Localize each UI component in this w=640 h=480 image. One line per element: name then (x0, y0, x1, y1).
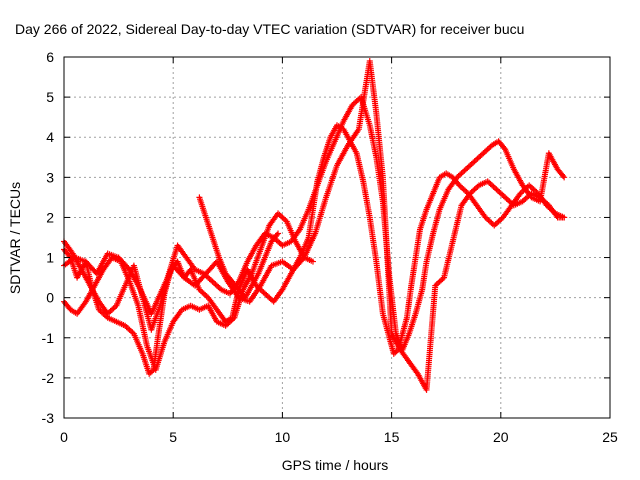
ticks-layer: 0 5 10 15 20 25 -3 -2 -1 0 1 2 3 4 5 6 (42, 49, 618, 445)
x-tick-label: 10 (275, 429, 291, 445)
y-tick-label: -3 (42, 410, 55, 426)
series-0 (61, 122, 568, 377)
grid-layer (64, 57, 610, 418)
x-tick-label: 15 (384, 429, 400, 445)
data-point (501, 144, 508, 151)
y-tick-label: 4 (46, 129, 54, 145)
data-point (125, 265, 132, 272)
data-point (309, 258, 316, 265)
series-2 (61, 58, 568, 393)
y-tick-label: 0 (46, 290, 54, 306)
series-4 (196, 194, 282, 301)
y-tick-label: 1 (46, 250, 54, 266)
y-tick-label: 2 (46, 209, 54, 225)
y-tick-label: 6 (46, 49, 54, 65)
x-tick-label: 25 (602, 429, 618, 445)
data-point (273, 231, 280, 238)
y-tick-label: 3 (46, 169, 54, 185)
y-tick-label: 5 (46, 89, 54, 105)
series-3 (61, 210, 316, 373)
data-point (561, 174, 568, 181)
data-point (66, 253, 73, 260)
x-tick-label: 5 (169, 429, 177, 445)
marks-layer (61, 58, 568, 393)
data-point (275, 230, 282, 237)
x-axis-label: GPS time / hours (282, 457, 389, 473)
x-tick-label: 0 (60, 429, 68, 445)
data-point (560, 172, 567, 179)
y-tick-label: -2 (42, 370, 55, 386)
x-tick-label: 20 (493, 429, 509, 445)
chart-title: Day 266 of 2022, Sidereal Day-to-day VTE… (15, 21, 524, 37)
y-tick-label: -1 (42, 330, 55, 346)
plot-frame (63, 56, 611, 419)
y-axis-label: SDTVAR / TECUs (7, 182, 23, 294)
data-point (561, 214, 568, 221)
